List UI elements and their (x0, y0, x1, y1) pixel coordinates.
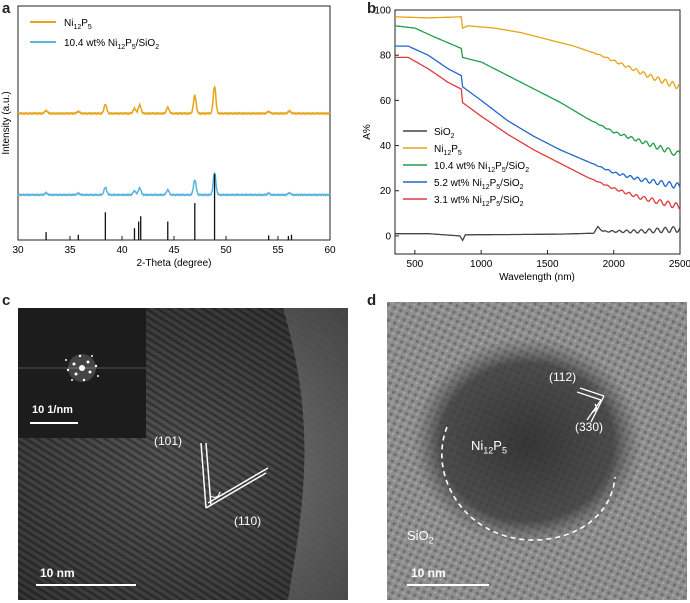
x-tick-label-a: 50 (220, 245, 232, 256)
y-axis-label-a: Intensity (a.u.) (1, 91, 12, 154)
x-tick-label-b: 500 (407, 259, 424, 270)
panel-letter-d: d (367, 292, 377, 309)
x-axis-label-b: Wavelength (nm) (499, 272, 575, 283)
tem-image-d: (112) (330) Ni12P5 SiO2 10 nm (387, 302, 687, 600)
x-tick-label-a: 45 (168, 245, 180, 256)
plane-label-101: (101) (154, 434, 183, 448)
x-tick-label-a: 30 (12, 245, 24, 256)
panel-letter-a: a (2, 0, 11, 17)
panel-letter-b: b (367, 0, 377, 17)
y-tick-label-b: 40 (380, 141, 392, 152)
legend-label-ni12p5-b: Ni12P5 (434, 144, 462, 157)
particle-label: Ni12P5 (471, 438, 507, 456)
y-tick-label-b: 20 (380, 186, 392, 197)
scale-bar-d (407, 584, 489, 586)
scale-bar-c (36, 584, 136, 586)
x-tick-label-a: 60 (324, 245, 336, 256)
panel-letter-c: c (2, 292, 11, 309)
x-axis-label-a: 2-Theta (degree) (136, 258, 211, 269)
legend-label-10wt: 10.4 wt% Ni12P5/SiO2 (434, 161, 529, 174)
y-tick-label-b: 0 (385, 231, 391, 242)
support-label: SiO2 (407, 528, 434, 546)
x-tick-label-a: 40 (116, 245, 128, 256)
particle-outline (441, 426, 616, 541)
legend-label-composite: 10.4 wt% Ni12P5/SiO2 (64, 38, 159, 51)
series-line-sio2 (395, 225, 681, 242)
x-tick-label-a: 35 (64, 245, 76, 256)
xrd-chart: 30 35 40 45 50 55 60 Ni12P5 10.4 wt% Ni12P5/Si… (1, 5, 336, 269)
fft-scale-bar (30, 422, 78, 424)
series-line-composite (17, 171, 331, 197)
y-tick-label-b: 80 (380, 51, 392, 62)
series-line-5wt (395, 45, 681, 189)
legend-label-sio2: SiO2 (434, 127, 455, 140)
x-tick-label-b: 2000 (603, 259, 626, 270)
tem-image-c: 10 1/nm (101) (110) 10 nm (18, 308, 348, 600)
series-line-ni12p5 (395, 16, 681, 90)
x-tick-label-b: 2500 (669, 259, 690, 270)
legend-label-ni12p5: Ni12P5 (64, 18, 92, 31)
series-line-ni12p5 (17, 85, 331, 116)
x-tick-label-a: 55 (272, 245, 284, 256)
plane-label-330: (330) (575, 420, 604, 434)
absorption-chart: 500 1000 1500 2000 2500 0 20 40 60 80 100 SiO2 Ni1… (362, 6, 690, 284)
legend-label-5wt: 5.2 wt% Ni12P5/SiO2 (434, 178, 524, 191)
scale-label-d: 10 nm (411, 566, 446, 580)
x-tick-label-b: 1000 (470, 259, 493, 270)
x-tick-label-b: 1500 (536, 259, 559, 270)
y-axis-label-b: A% (362, 124, 373, 140)
plane-label-110: (110) (234, 514, 262, 528)
lattice-annotation-d (576, 387, 605, 423)
series-line-3wt (395, 56, 681, 211)
series-line-10wt (394, 25, 681, 157)
lattice-annotation-c (200, 442, 269, 509)
fft-pattern (18, 354, 146, 382)
fft-scale-label: 10 1/nm (32, 404, 73, 416)
scale-label-c: 10 nm (40, 566, 75, 580)
y-tick-label-b: 100 (374, 6, 391, 17)
plane-label-112: (112) (549, 370, 577, 384)
y-tick-label-b: 60 (380, 96, 392, 107)
legend-label-3wt: 3.1 wt% Ni12P5/SiO2 (434, 195, 524, 208)
fft-inset: 10 1/nm (18, 308, 146, 438)
